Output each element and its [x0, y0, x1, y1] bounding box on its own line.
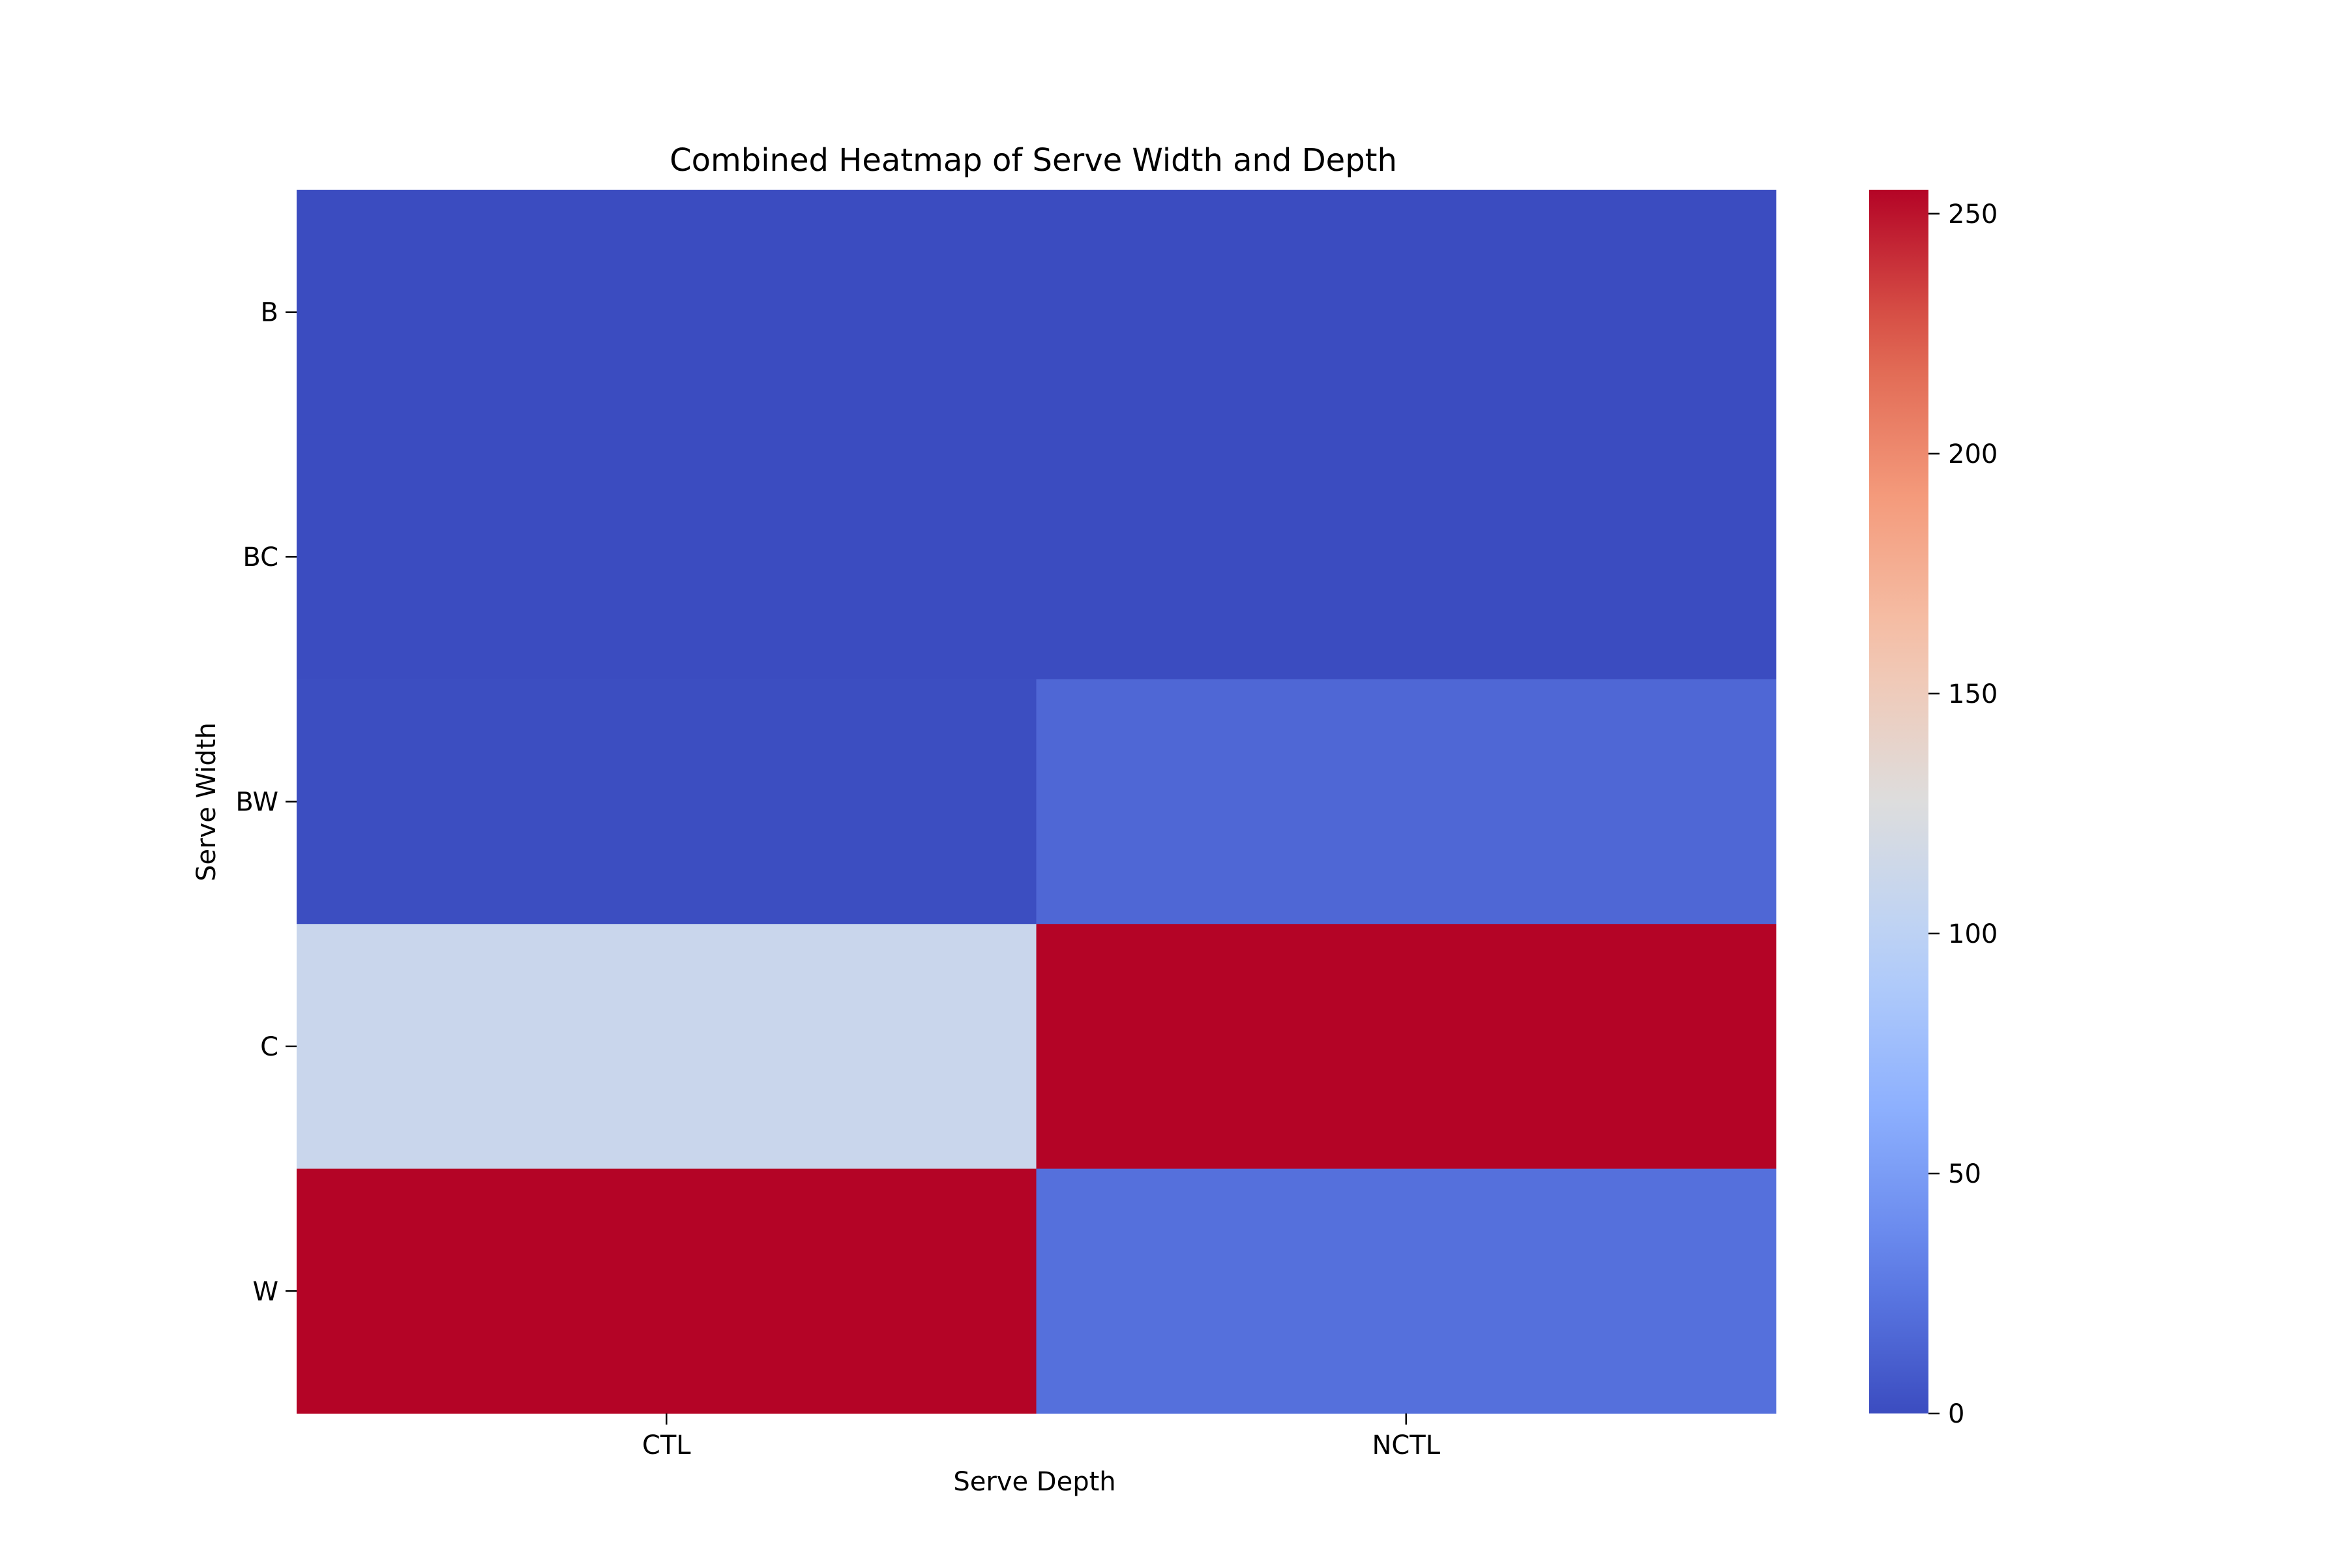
colorbar-tick-label: 150: [1948, 679, 1998, 709]
heatmap-cell-W-CTL: [297, 1168, 1037, 1414]
heatmap-cell-C-CTL: [297, 924, 1037, 1170]
heatmap-cell-BC-NCTL: [1036, 434, 1777, 680]
heatmap-cell-BW-CTL: [297, 679, 1037, 925]
colorbar-tick-label: 50: [1948, 1159, 1981, 1189]
y-tick-label: BW: [235, 788, 278, 818]
colorbar-gradient: [1869, 190, 1928, 1413]
colorbar-tick-label: 100: [1948, 919, 1998, 949]
heatmap-cell-C-NCTL: [1036, 924, 1777, 1170]
heatmap-cell-BW-NCTL: [1036, 679, 1777, 925]
y-tick-label: W: [252, 1277, 278, 1307]
colorbar-tick-label: 200: [1948, 439, 1998, 469]
heatmap-cells: [297, 190, 1777, 1414]
y-tick-label: B: [261, 298, 278, 328]
heatmap-cell-BC-CTL: [297, 434, 1037, 680]
heatmap-cell-W-NCTL: [1036, 1168, 1777, 1414]
chart-title: Combined Heatmap of Serve Width and Dept…: [670, 142, 1397, 179]
x-tick-label: NCTL: [1372, 1430, 1440, 1460]
x-axis: CTL NCTL: [642, 1413, 1441, 1460]
x-tick-label: CTL: [642, 1430, 691, 1460]
y-axis-label: Serve Width: [192, 722, 222, 881]
colorbar-tick-label: 250: [1948, 200, 1998, 229]
heatmap-cell-B-NCTL: [1036, 190, 1777, 435]
y-tick-label: C: [260, 1032, 278, 1062]
colorbar-tick-label: 0: [1948, 1399, 1964, 1429]
colorbar: 0 50 100 150 200 250: [1869, 190, 1998, 1429]
y-axis: B BC BW C W: [235, 298, 297, 1307]
y-tick-label: BC: [243, 542, 278, 572]
x-axis-label: Serve Depth: [953, 1467, 1115, 1497]
heatmap-cell-B-CTL: [297, 190, 1037, 435]
